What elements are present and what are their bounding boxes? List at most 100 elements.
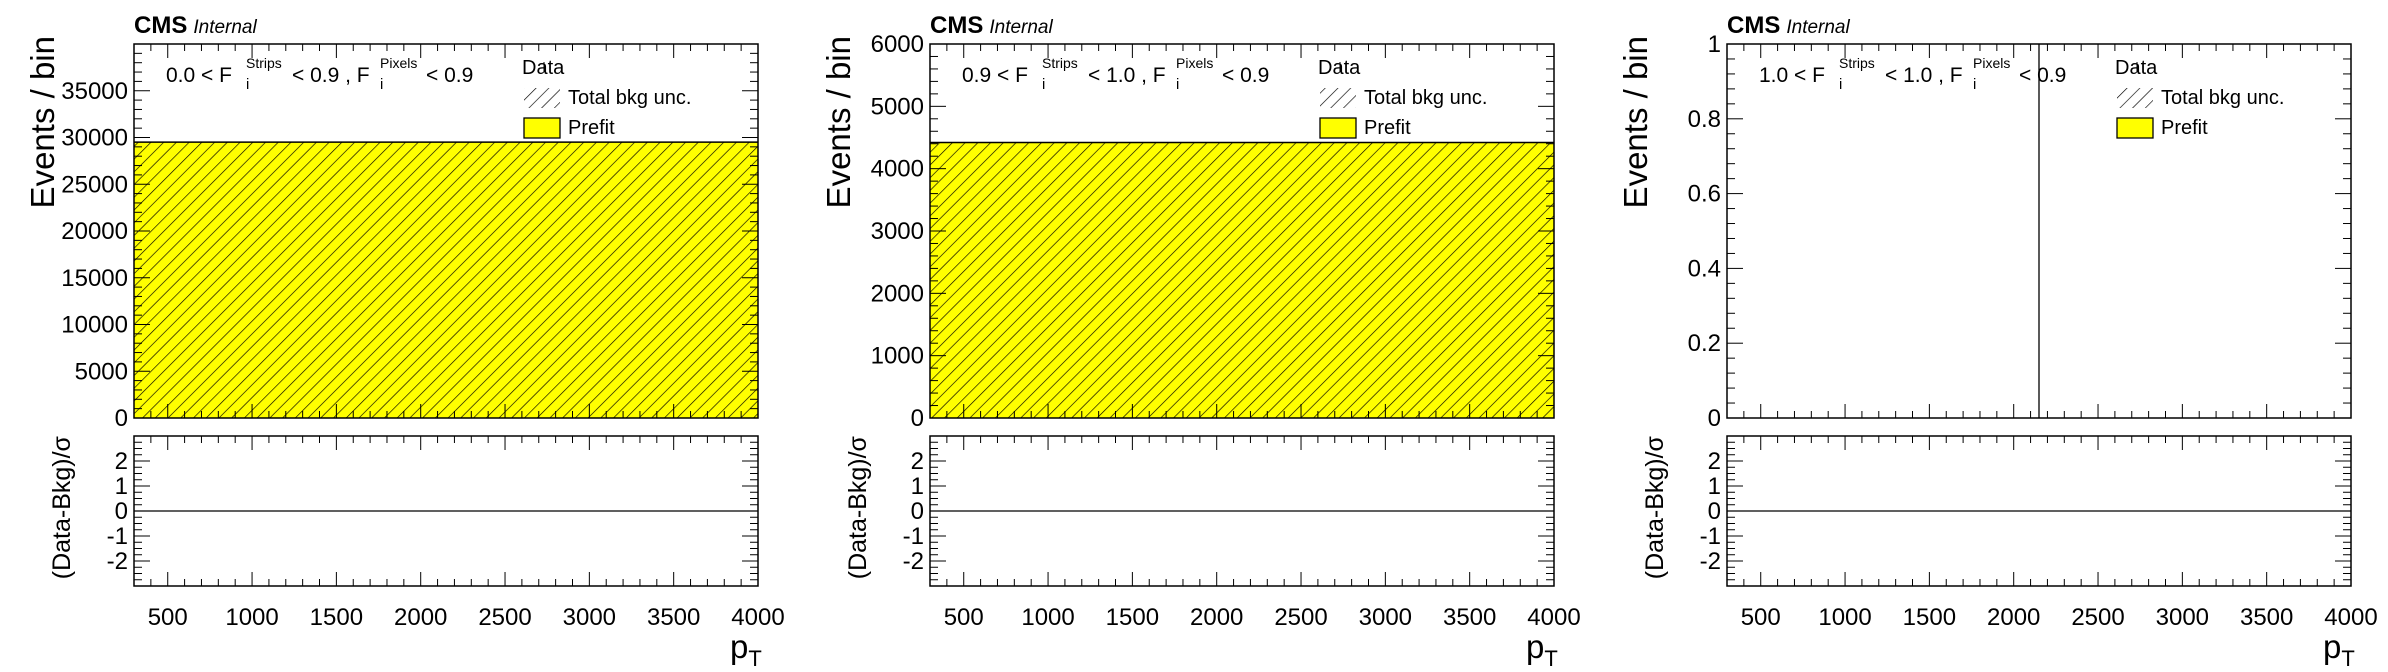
ratio-y-tick-label: -2 <box>903 548 924 575</box>
y-tick-label: 1000 <box>871 343 924 370</box>
ratio-y-tick-label: 1 <box>911 473 924 500</box>
region-label-part: < 0.9 <box>426 64 473 87</box>
x-tick-label: 3000 <box>1359 604 1412 631</box>
bkg-unc-band <box>930 142 1554 418</box>
region-label-part: Pixels <box>1973 55 2010 71</box>
upper-plot-frame <box>1726 43 2352 419</box>
y-tick-label: 30000 <box>61 125 128 152</box>
legend-prefit-swatch <box>1319 117 1357 139</box>
x-tick-label: 2500 <box>1274 604 1327 631</box>
bkg-unc-band <box>134 142 758 419</box>
y-tick-label: 6000 <box>871 31 924 58</box>
ratio-y-axis-title: (Data-Bkg)/σ <box>1641 435 1669 579</box>
y-tick-label: 25000 <box>61 171 128 198</box>
region-label-part: i <box>1839 76 1842 93</box>
y-tick-label: 35000 <box>61 78 128 105</box>
ratio-y-tick-label: 2 <box>911 448 924 475</box>
legend-unc-swatch <box>524 88 560 108</box>
ratio-y-tick-label: -1 <box>903 523 924 550</box>
legend-prefit-swatch <box>2116 117 2154 139</box>
region-label-part: < 0.9 , F <box>292 64 370 87</box>
y-tick-label: 15000 <box>61 265 128 292</box>
experiment-label: CMS Internal <box>930 12 1053 39</box>
region-label: 0.9 < F i Strips < 1.0 , F i Pixels < 0.9 <box>962 55 1269 93</box>
chart-panel-2: 500 1000 1500 2000 2500 3000 3500 4000 0 1000 2000… <box>820 12 1581 671</box>
x-tick-label: 1500 <box>1106 604 1159 631</box>
y-tick-label: 1 <box>1708 31 1721 58</box>
x-tick-label: 3000 <box>563 604 616 631</box>
region-label-part: 0.0 < F <box>166 64 232 87</box>
ratio-y-axis-title: (Data-Bkg)/σ <box>844 435 872 579</box>
y-tick-label: 10000 <box>61 312 128 339</box>
x-tick-label: 2500 <box>478 604 531 631</box>
y-tick-label: 3000 <box>871 218 924 245</box>
ratio-y-tick-label: 2 <box>115 448 128 475</box>
region-label-part: i <box>1042 76 1045 93</box>
x-tick-label: 500 <box>944 604 984 631</box>
y-tick-label: 2000 <box>871 280 924 307</box>
region-label-part: < 1.0 , F <box>1885 64 1963 87</box>
x-tick-label: 1000 <box>1021 604 1074 631</box>
legend-unc-label: Total bkg unc. <box>2161 87 2284 109</box>
y-tick-label: 0.4 <box>1688 255 1721 282</box>
x-tick-label: 1500 <box>310 604 363 631</box>
ratio-y-tick-label: -1 <box>107 523 128 550</box>
ratio-y-tick-label: -2 <box>107 548 128 575</box>
y-tick-label: 0 <box>911 405 924 432</box>
ratio-y-tick-label: 0 <box>1708 498 1721 525</box>
y-tick-label: 0 <box>115 405 128 432</box>
legend-unc-swatch <box>2117 88 2153 108</box>
legend-unc-swatch <box>1320 88 1356 108</box>
x-tick-label: 4000 <box>731 604 784 631</box>
legend-unc-label: Total bkg unc. <box>568 87 691 109</box>
region-label-part: i <box>380 76 383 93</box>
y-axis-title: Events / bin <box>820 36 857 208</box>
ratio-y-tick-label: 1 <box>1708 473 1721 500</box>
region-label-part: < 0.9 <box>2019 64 2066 87</box>
region-label-part: < 0.9 <box>1222 64 1269 87</box>
ratio-y-tick-label: 1 <box>115 473 128 500</box>
x-tick-label: 2000 <box>394 604 447 631</box>
x-tick-label: 3500 <box>2240 604 2293 631</box>
region-label-part: Strips <box>246 55 282 71</box>
x-tick-label: 500 <box>148 604 188 631</box>
legend-prefit-label: Prefit <box>568 117 615 139</box>
x-axis-title: pT <box>1526 628 1558 671</box>
region-label-part: i <box>246 76 249 93</box>
x-tick-label: 3500 <box>1443 604 1496 631</box>
x-axis-title: pT <box>2323 628 2355 671</box>
region-label-part: Strips <box>1042 55 1078 71</box>
y-tick-label: 0.2 <box>1688 330 1721 357</box>
region-label-part: 0.9 < F <box>962 64 1028 87</box>
x-tick-label: 4000 <box>2324 604 2377 631</box>
region-label: 1.0 < F i Strips < 1.0 , F i Pixels < 0.9 <box>1759 55 2066 93</box>
region-label-part: < 1.0 , F <box>1088 64 1166 87</box>
y-axis-title: Events / bin <box>1617 36 1654 208</box>
chart-panel-1: 500 1000 1500 2000 2500 3000 3500 4000 0 5000 1000… <box>24 12 785 671</box>
region-label-part: i <box>1176 76 1179 93</box>
chart-panel-3: 500 1000 1500 2000 2500 3000 3500 4000 0 0.2 0.4 0.… <box>1617 12 2378 671</box>
ratio-y-tick-label: 2 <box>1708 448 1721 475</box>
y-tick-label: 0 <box>1708 405 1721 432</box>
x-tick-label: 4000 <box>1527 604 1580 631</box>
ratio-y-tick-label: 0 <box>911 498 924 525</box>
region-label-part: 1.0 < F <box>1759 64 1825 87</box>
x-tick-label: 2500 <box>2071 604 2124 631</box>
legend-prefit-swatch <box>523 117 561 139</box>
y-axis-title: Events / bin <box>24 36 61 208</box>
y-tick-label: 5000 <box>75 358 128 385</box>
x-tick-label: 3500 <box>647 604 700 631</box>
experiment-label: CMS Internal <box>1727 12 1850 39</box>
ratio-y-tick-label: -2 <box>1700 548 1721 575</box>
region-label-part: i <box>1973 76 1976 93</box>
x-tick-label: 500 <box>1741 604 1781 631</box>
y-tick-label: 0.8 <box>1688 106 1721 133</box>
x-tick-label: 1000 <box>1818 604 1871 631</box>
x-tick-label: 2000 <box>1190 604 1243 631</box>
y-tick-label: 20000 <box>61 218 128 245</box>
x-tick-label: 3000 <box>2156 604 2209 631</box>
legend-unc-label: Total bkg unc. <box>1364 87 1487 109</box>
